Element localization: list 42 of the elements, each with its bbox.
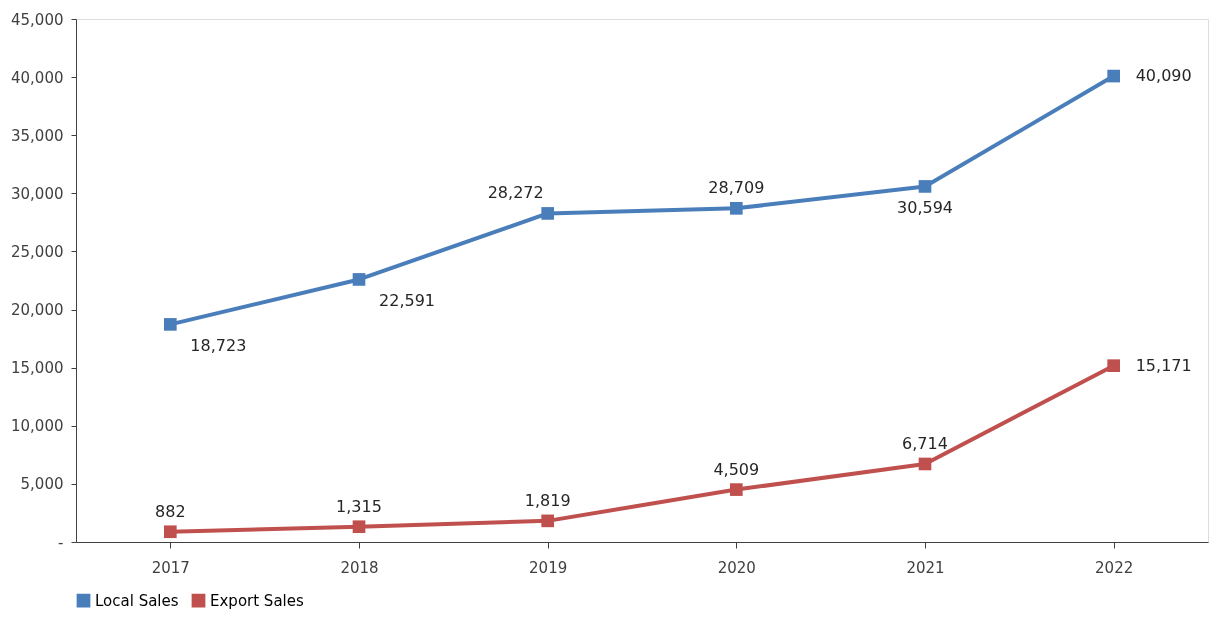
data-label: 40,090 — [1135, 66, 1192, 86]
data-label: 1,315 — [336, 496, 382, 516]
y-tick-label: 10,000 — [11, 417, 64, 436]
data-label: 30,594 — [897, 198, 953, 218]
x-tick-label: 2019 — [529, 558, 568, 577]
data-label: 22,591 — [379, 291, 435, 311]
data-label: 4,509 — [713, 459, 760, 479]
data-label: 15,171 — [1135, 355, 1192, 375]
y-tick-label: 25,000 — [11, 242, 64, 261]
x-tick-label: 2022 — [1095, 558, 1134, 577]
data-label: 6,714 — [902, 433, 948, 453]
data-label: 1,819 — [524, 490, 571, 510]
data-label: 28,272 — [487, 183, 544, 203]
y-tick-label: 40,000 — [11, 68, 64, 87]
x-tick-label: 2017 — [151, 558, 190, 577]
x-tick-label: 2021 — [906, 558, 945, 577]
x-tick-label: 2018 — [340, 558, 379, 577]
data-label: 18,723 — [190, 336, 247, 356]
legend-label: Export Sales — [210, 591, 304, 610]
point — [164, 318, 177, 331]
point — [1107, 69, 1120, 83]
y-tick-label: 5,000 — [20, 475, 64, 494]
y-tick-label: 45,000 — [11, 10, 64, 29]
y-tick-label: - — [58, 533, 64, 552]
x-tick-label: 2020 — [717, 558, 756, 577]
point — [352, 273, 366, 286]
y-tick-label: 30,000 — [11, 184, 64, 203]
point — [918, 457, 932, 471]
y-tick-label: 20,000 — [11, 301, 64, 320]
y-tick-label: 15,000 — [11, 359, 64, 378]
point — [352, 520, 366, 534]
legend-label: Local Sales — [95, 591, 179, 610]
data-label: 28,709 — [708, 178, 765, 198]
point — [541, 207, 554, 220]
point — [1107, 359, 1120, 372]
y-tick-label: 35,000 — [11, 126, 64, 145]
point — [918, 180, 932, 193]
point — [541, 514, 554, 528]
data-label: 882 — [155, 501, 186, 521]
point — [164, 525, 177, 539]
point — [730, 483, 743, 496]
point — [730, 202, 743, 215]
